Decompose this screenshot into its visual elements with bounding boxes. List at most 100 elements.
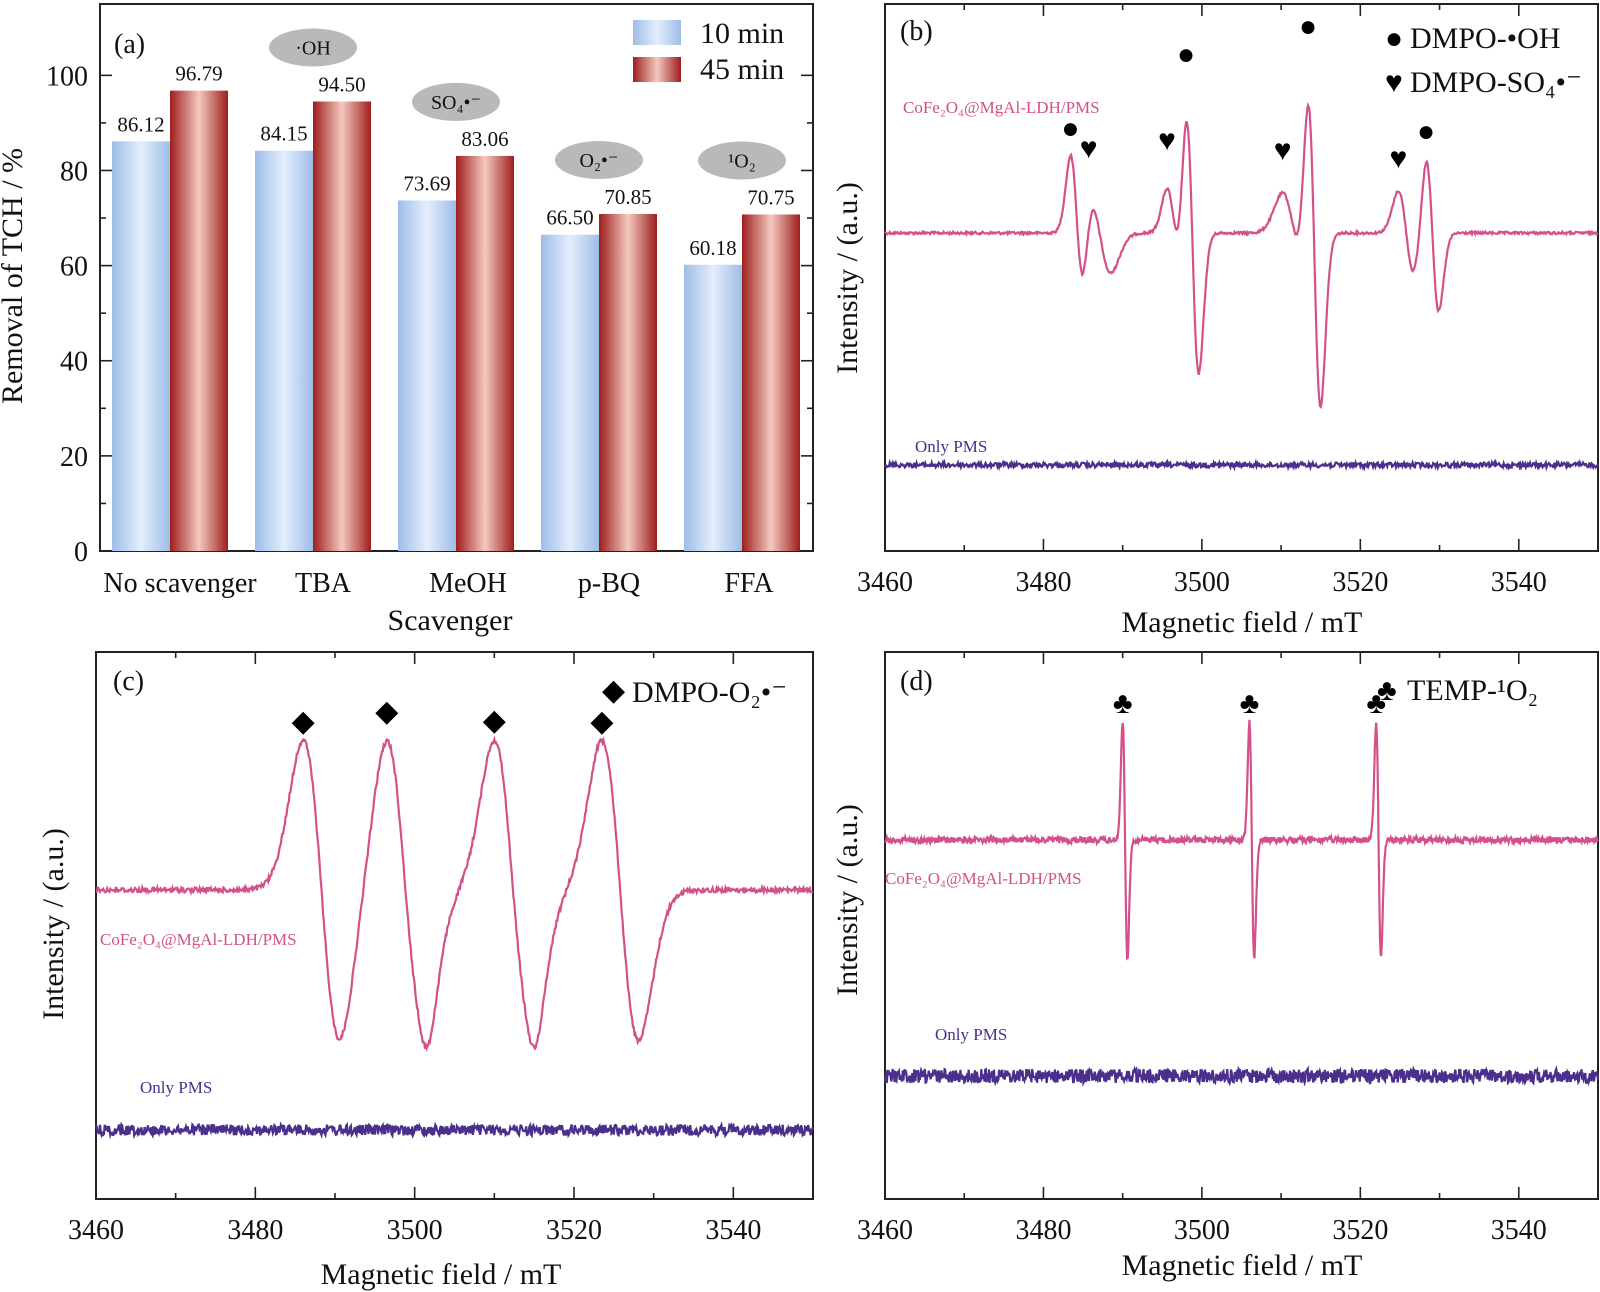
panel-c-x-tick-label: 3540 <box>705 1215 761 1246</box>
panel-c-frame <box>95 651 814 1200</box>
dmpo-so4-peak-marker-icon: ♥ <box>1158 124 1176 157</box>
panel-b-x-tick-label: 3520 <box>1332 567 1388 598</box>
panel-d-y-axis-title: Intensity / (a.u.) <box>831 804 864 996</box>
bar-10-min-meoh <box>398 200 456 551</box>
bar-value-label: 60.18 <box>689 236 736 260</box>
panel-a-category-label: No scavenger <box>103 568 257 599</box>
panel-a-y-tick-label: 20 <box>60 442 88 473</box>
dmpo-oh-peak-marker-icon: ● <box>1417 115 1435 148</box>
bar-value-label: 96.79 <box>175 62 222 86</box>
dmpo-o2-peak-marker-icon: ◆ <box>483 704 506 737</box>
panel-b-x-axis-title: Magnetic field / mT <box>1122 606 1363 639</box>
panel-c-trace-only-pms <box>94 1120 815 1140</box>
species-bubble <box>412 82 500 121</box>
panel-d-trace-catalyst <box>884 719 1599 961</box>
panel-a-legend: 10 min 45 min <box>633 17 784 86</box>
panel-c-x-tick-label: 3520 <box>546 1215 602 1246</box>
legend-label-45-min: 45 min <box>700 53 784 86</box>
temp-1o2-peak-marker-icon: ♣ <box>1113 687 1133 720</box>
panel-b-legend-label-oh: DMPO-•OH <box>1410 22 1561 55</box>
panel-d-x-tick-label: 3460 <box>857 1215 913 1246</box>
panel-d-x-tick-label: 3500 <box>1174 1215 1230 1246</box>
panel-d-legend-label: TEMP-¹O₂ <box>1407 674 1538 707</box>
panel-b-x-tick-label: 3480 <box>1015 567 1071 598</box>
panel-a-y-tick-label: 80 <box>60 156 88 187</box>
panel-a-y-tick-label: 0 <box>74 537 88 568</box>
species-bubble-label: SO₄•⁻ <box>431 92 481 114</box>
bar-45-min-ffa <box>742 214 800 552</box>
panel-a-y-axis-title: Removal of TCH / % <box>0 148 29 404</box>
panel-a-bar-chart: (a) 0 20 40 60 80 100 86.12 96.79 84.15 94.50 73.… <box>0 3 814 637</box>
panel-d-legend-club-icon: ♣ <box>1377 674 1397 707</box>
temp-1o2-peak-marker-icon: ♣ <box>1240 687 1260 720</box>
panel-c-x-tick-label: 3500 <box>387 1215 443 1246</box>
panel-b-legend-circle-icon: ● <box>1385 22 1403 55</box>
dmpo-so4-peak-marker-icon: ♥ <box>1080 132 1098 165</box>
panel-c-epr-spectrum: (c) 3460 3480 3500 3520 3540 CoFe₂O₄@MgAl-LD… <box>37 651 815 1291</box>
panel-c-trace-catalyst <box>95 735 814 1053</box>
panel-b-y-axis-title: Intensity / (a.u.) <box>831 182 864 374</box>
panel-b-epr-spectrum: (b) 3460 3480 3500 3520 3540 CoFe₂O₄@MgAl-LD… <box>831 3 1600 639</box>
dmpo-oh-peak-marker-icon: ● <box>1061 112 1079 145</box>
panel-c-x-tick-label: 3480 <box>227 1215 283 1246</box>
panel-d-x-axis-title: Magnetic field / mT <box>1122 1249 1363 1282</box>
bar-10-min-p-bq <box>541 234 599 552</box>
species-bubble-label: ·OH <box>295 38 331 60</box>
dmpo-oh-peak-marker-icon: ● <box>1177 38 1195 71</box>
bar-value-label: 94.50 <box>318 73 365 97</box>
bar-value-label: 70.75 <box>747 185 794 209</box>
panel-c-x-tick-label: 3460 <box>68 1215 124 1246</box>
panel-a-x-axis-title: Scavenger <box>388 604 513 637</box>
species-bubble <box>555 141 643 180</box>
panel-a-category-label: p-BQ <box>578 568 640 599</box>
panel-b-trace-only-pms <box>883 458 1600 472</box>
bar-value-label: 66.50 <box>546 206 593 230</box>
panel-a-y-tick-label: 40 <box>60 347 88 378</box>
bar-10-min-tba <box>255 150 313 551</box>
panel-d-x-tick-label: 3520 <box>1332 1215 1388 1246</box>
panel-a-y-tick-label: 60 <box>60 252 88 283</box>
panel-d-trace-label-only-pms: Only PMS <box>935 1025 1007 1044</box>
panel-d-x-tick-label: 3480 <box>1015 1215 1071 1246</box>
bar-value-label: 70.85 <box>604 185 651 209</box>
bar-value-label: 73.69 <box>403 171 450 195</box>
panel-a-category-label: TBA <box>295 568 352 599</box>
panel-a-category-label: MeOH <box>429 568 507 599</box>
panel-a-y-tick-label: 100 <box>46 61 88 92</box>
panel-b-frame <box>884 3 1599 552</box>
panel-c-trace-label-catalyst: CoFe₂O₄@MgAl-LDH/PMS <box>100 930 297 949</box>
bar-45-min-no-scavenger <box>170 90 228 551</box>
bar-45-min-meoh <box>456 155 514 551</box>
panel-c-label: (c) <box>113 666 144 697</box>
dmpo-oh-peak-marker-icon: ● <box>1299 10 1317 43</box>
panel-c-trace-label-only-pms: Only PMS <box>140 1078 212 1097</box>
bar-10-min-ffa <box>684 264 742 551</box>
dmpo-o2-peak-marker-icon: ◆ <box>292 705 315 738</box>
dmpo-so4-peak-marker-icon: ♥ <box>1274 134 1292 167</box>
panel-c-y-axis-title: Intensity / (a.u.) <box>37 828 70 1020</box>
species-bubble-label: O₂•⁻ <box>580 150 619 172</box>
panel-c-legend-diamond-icon: ◆ <box>602 674 625 707</box>
panel-a-label: (a) <box>114 29 145 60</box>
panel-a-category-label: FFA <box>724 568 774 599</box>
bar-45-min-tba <box>313 101 371 551</box>
panel-b-label: (b) <box>900 16 933 47</box>
temp-1o2-peak-marker-icon: ♣ <box>1366 687 1386 720</box>
legend-swatch-45-min <box>633 57 681 82</box>
panel-d-label: (d) <box>900 666 933 697</box>
dmpo-o2-peak-marker-icon: ◆ <box>590 705 613 738</box>
panel-d-trace-only-pms <box>883 1065 1600 1087</box>
panel-d-x-tick-label: 3540 <box>1491 1215 1547 1246</box>
panel-d-frame <box>884 651 1599 1200</box>
panel-b-trace-label-only-pms: Only PMS <box>915 437 987 456</box>
species-bubble <box>698 141 786 180</box>
species-bubble-label: ¹O₂ <box>728 150 755 172</box>
bar-value-label: 86.12 <box>117 112 164 136</box>
legend-swatch-10-min <box>633 20 681 45</box>
bar-10-min-no-scavenger <box>112 141 170 551</box>
panel-b-legend-label-so4: DMPO-SO₄•⁻ <box>1410 66 1582 99</box>
panel-b-legend-heart-icon: ♥ <box>1385 66 1403 99</box>
species-bubble <box>269 28 357 67</box>
panel-b-x-tick-label: 3540 <box>1491 567 1547 598</box>
